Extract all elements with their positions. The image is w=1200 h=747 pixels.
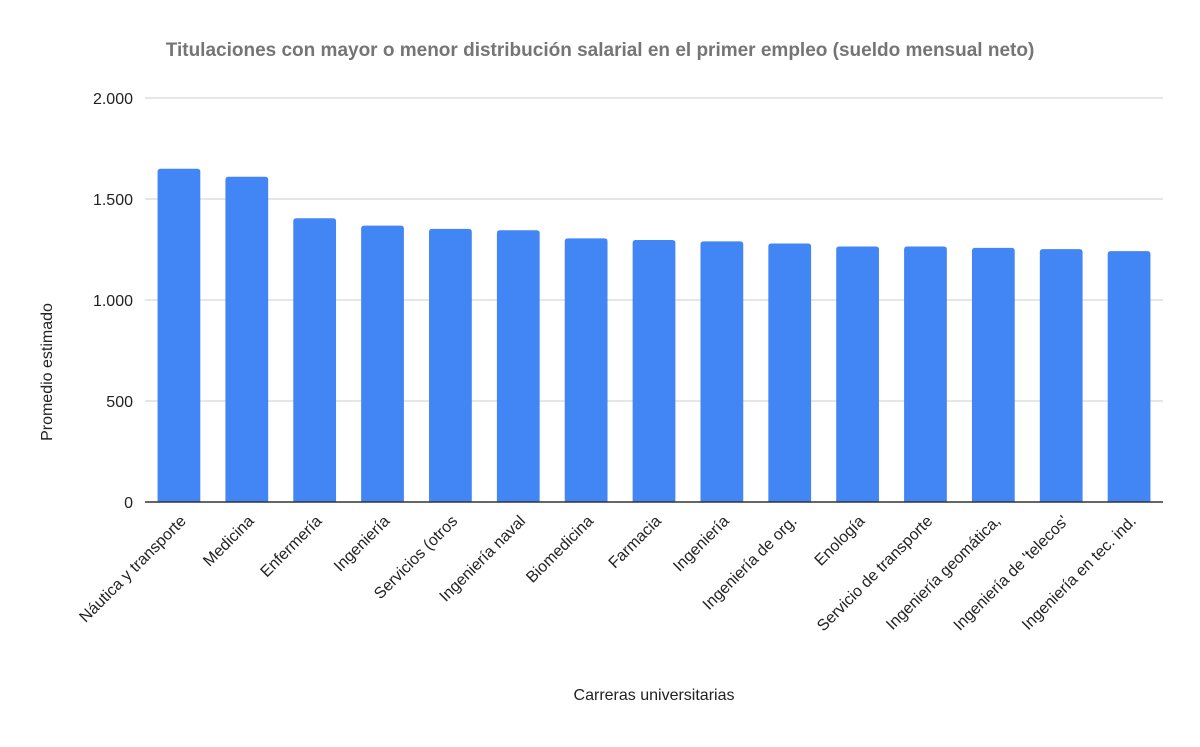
- y-tick-label: 500: [106, 394, 133, 411]
- bar: [904, 246, 947, 502]
- bar: [768, 243, 812, 502]
- x-tick-label: Ingeniería: [670, 513, 732, 575]
- bar: [293, 218, 337, 502]
- bar: [361, 225, 404, 502]
- x-tick-label: Ingeniería: [331, 513, 393, 575]
- x-axis-label: Carreras universitarias: [574, 687, 735, 704]
- x-tick-label: Servicio de transporte: [814, 513, 936, 635]
- chart-title: Titulaciones con mayor o menor distribuc…: [166, 40, 1035, 61]
- y-axis-label: Promedio estimado: [39, 303, 56, 441]
- x-tick-label: Ingeniería geomática,: [883, 513, 1004, 634]
- bar: [429, 228, 472, 502]
- x-tick-label: Ingeniería en tec. ind.: [1019, 513, 1140, 634]
- bar: [496, 230, 540, 502]
- x-tick-label: Farmacia: [606, 513, 665, 572]
- x-tick-label: Náutica y transporte: [76, 513, 189, 626]
- bar: [1107, 251, 1151, 502]
- x-tick-label: Enfermería: [258, 513, 326, 581]
- x-tick-label: Enología: [812, 513, 869, 570]
- y-axis-ticks: 0 500 1.000 1.500 2.000: [93, 91, 133, 512]
- bar: [632, 240, 676, 503]
- y-tick-label: 0: [124, 495, 133, 512]
- y-tick-label: 2.000: [93, 91, 133, 108]
- bar: [225, 176, 269, 502]
- bar: [836, 246, 879, 502]
- bars: [157, 168, 1151, 503]
- x-tick-label: Medicina: [200, 513, 257, 570]
- y-tick-label: 1.000: [93, 293, 133, 310]
- bar: [157, 168, 201, 502]
- bar: [971, 247, 1015, 502]
- bar: [564, 238, 608, 502]
- x-tick-label: Ingeniería de 'telecos': [951, 513, 1072, 634]
- bar: [1039, 249, 1083, 502]
- bar: [700, 241, 744, 503]
- x-tick-label: Biomedicina: [523, 513, 597, 587]
- y-tick-label: 1.500: [93, 192, 133, 209]
- x-axis-ticks: Náutica y transporte Medicina Enfermería In…: [76, 513, 1139, 635]
